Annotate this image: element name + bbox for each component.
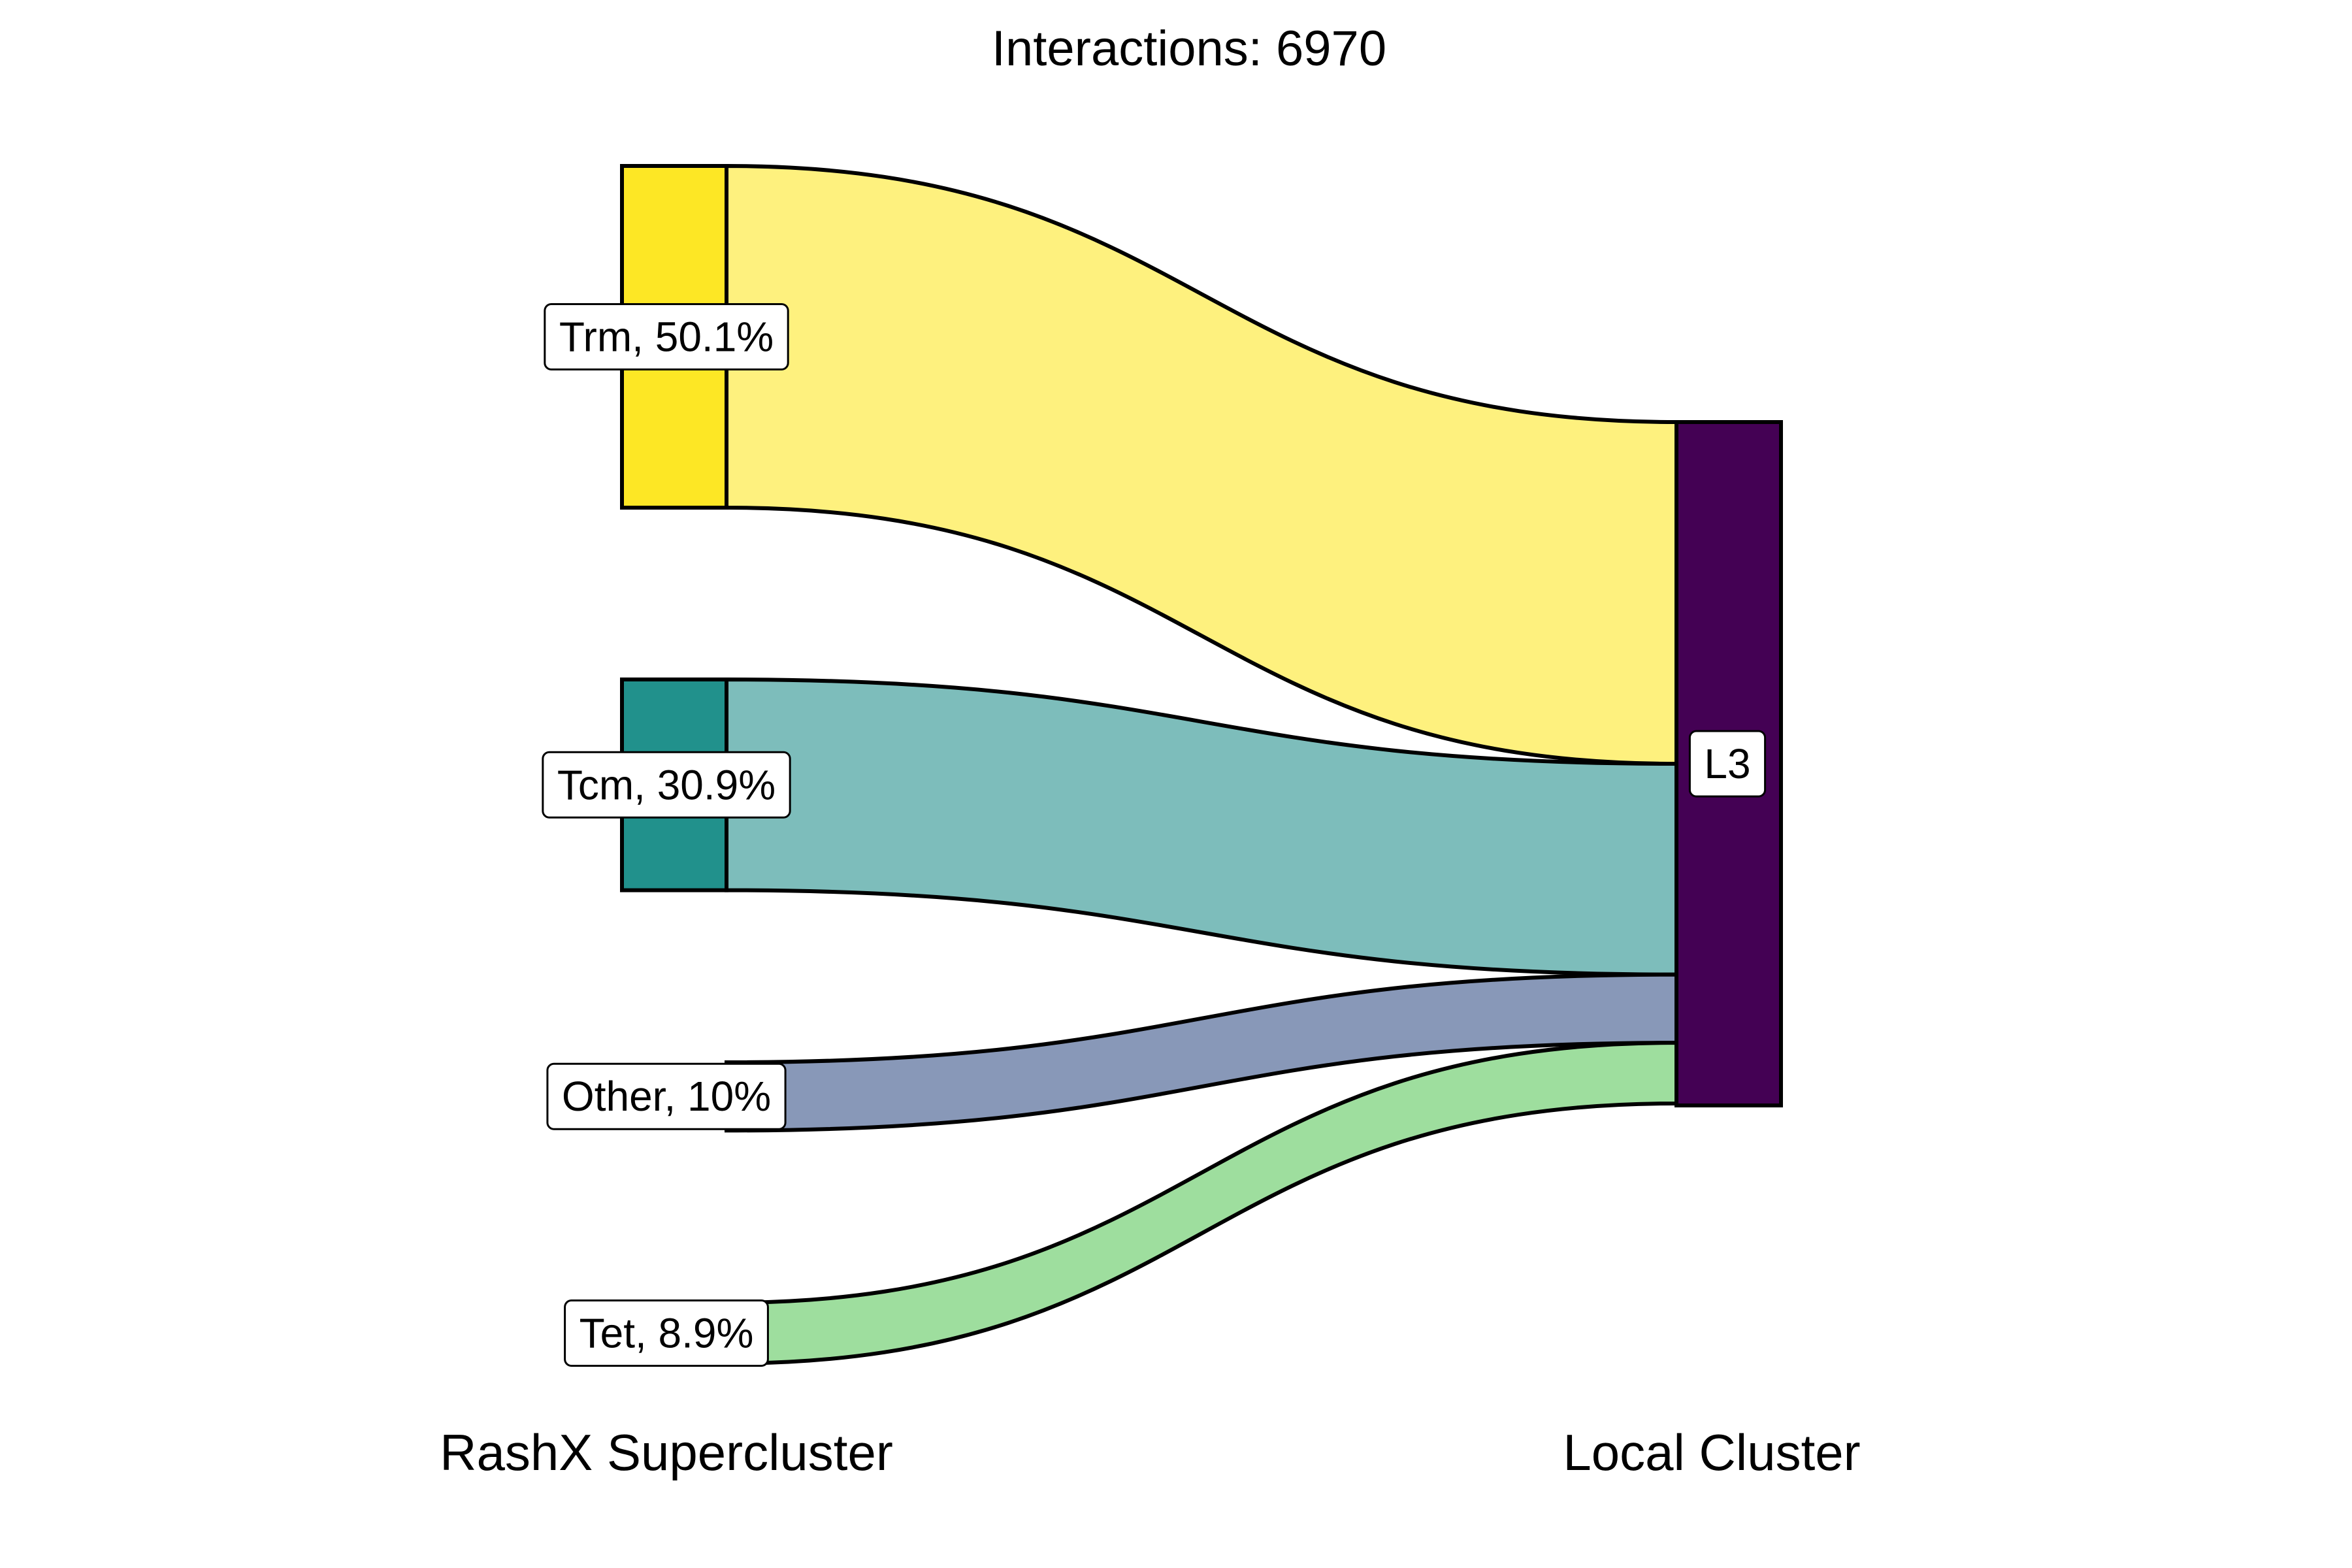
label-l3-text: L3 — [1704, 740, 1750, 787]
label-tcm: Tcm, 30.9% — [542, 751, 791, 819]
label-trm-box — [544, 303, 789, 371]
source-axis-label: RashX Supercluster — [440, 1424, 893, 1481]
label-l3-box — [1688, 730, 1767, 798]
flows-layer — [725, 163, 1678, 1365]
labels-layer: Trm, 50.1% Tcm, 30.9% Other, 10% Tet, 8.9% L… — [542, 303, 1767, 1367]
label-trm-text: Trm, 50.1% — [559, 314, 774, 361]
label-tet: Tet, 8.9% — [564, 1299, 769, 1367]
label-other-box — [546, 1062, 787, 1130]
label-other: Other, 10% — [546, 1062, 787, 1130]
label-tcm-box — [542, 751, 791, 819]
label-tet-text: Tet, 8.9% — [580, 1309, 754, 1356]
diagram-title: Interactions: 6970 — [992, 21, 1386, 76]
label-tcm-text: Tcm, 30.9% — [557, 761, 776, 808]
target-axis-label: Local Cluster — [1563, 1424, 1860, 1481]
label-tet-box — [564, 1299, 769, 1367]
label-other-text: Other, 10% — [562, 1073, 771, 1120]
label-l3: L3 — [1688, 730, 1767, 798]
label-trm: Trm, 50.1% — [544, 303, 789, 371]
